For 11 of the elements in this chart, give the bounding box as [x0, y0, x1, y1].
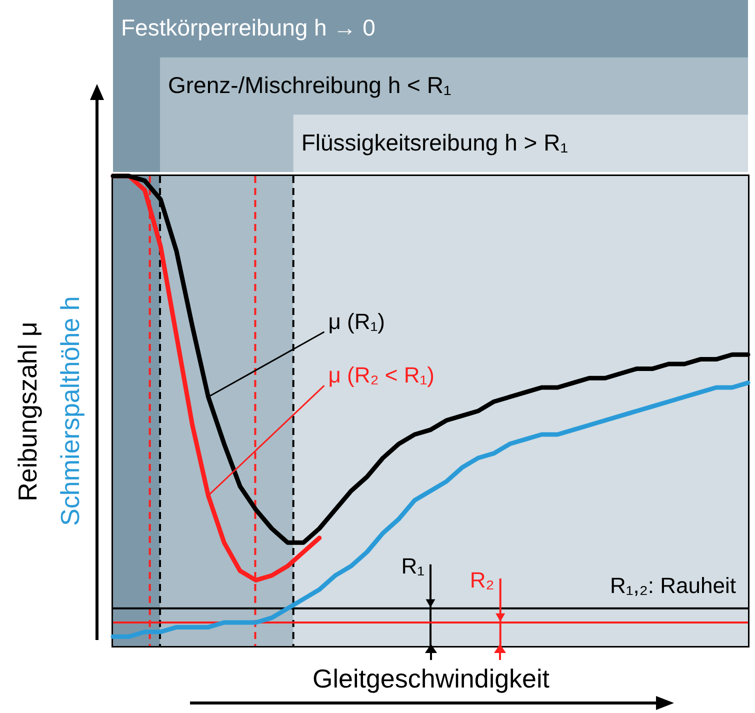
text: Grenz-/Mischreibung h < R₁ — [168, 72, 452, 98]
y-axis-title: Reibungszahl μ — [12, 322, 42, 502]
ref-line-label: R₁ — [401, 553, 424, 578]
text: Schmierspalthöhe h — [55, 296, 85, 526]
text: Flüssigkeitsreibung h > R₁ — [301, 129, 568, 156]
text: Festkörperreibung h → 0 — [121, 14, 376, 41]
annotation: μ (R₁) — [328, 308, 386, 334]
annotation: R₁,₂: Rauheit — [610, 573, 736, 598]
annotation: μ (R₂ < R₁) — [328, 362, 435, 388]
x-axis-title: Gleitgeschwindigkeit — [312, 664, 550, 694]
ref-line-label: R₂ — [470, 568, 494, 592]
